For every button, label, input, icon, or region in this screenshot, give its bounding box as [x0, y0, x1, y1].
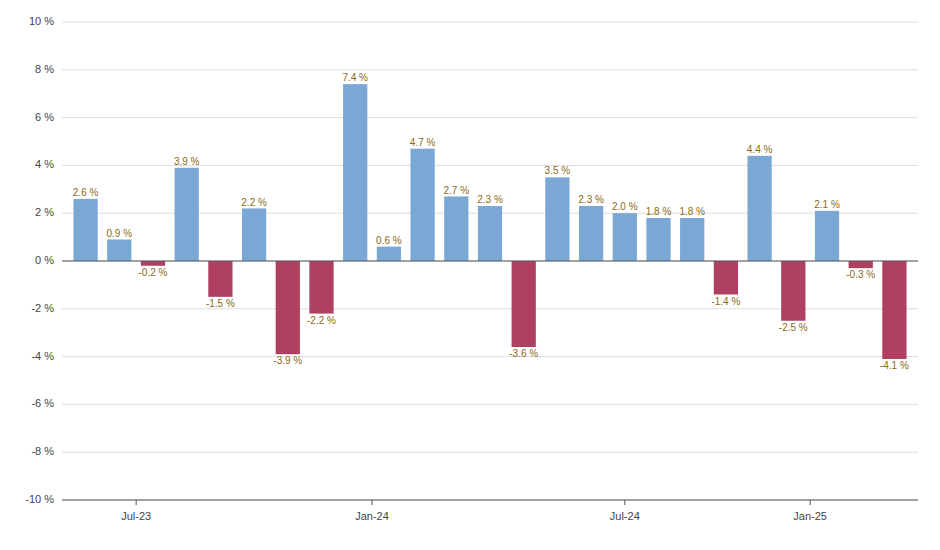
bar: [815, 211, 839, 261]
y-tick-label: 10 %: [29, 15, 54, 27]
grid-line: [62, 356, 918, 357]
bar: [545, 177, 569, 261]
data-label: 3.5 %: [545, 165, 571, 176]
bar: [478, 206, 502, 261]
x-tick-label: Jan-24: [355, 510, 389, 522]
bars: [73, 84, 906, 359]
x-axis-line: [62, 500, 918, 501]
chart-svg: -10 % -8 % -6 % -4 % -2 % 0 % 2 % 4 % 6 % 8 % 10 %…: [0, 0, 940, 550]
data-label: -3.9 %: [273, 355, 302, 366]
bar: [107, 239, 131, 261]
grid-line: [62, 69, 918, 70]
y-tick-label: -2 %: [31, 302, 54, 314]
y-axis: -10 % -8 % -6 % -4 % -2 % 0 % 2 % 4 % 6 % 8 % 10 %: [25, 15, 54, 505]
y-tick-label: -10 %: [25, 493, 54, 505]
data-label: -1.5 %: [206, 298, 235, 309]
y-tick-label: 6 %: [35, 111, 54, 123]
data-label: -2.2 %: [307, 315, 336, 326]
bar: [276, 261, 300, 354]
chart-container: -10 % -8 % -6 % -4 % -2 % 0 % 2 % 4 % 6 % 8 % 10 %…: [0, 0, 940, 550]
data-label: -0.2 %: [139, 267, 168, 278]
bar: [343, 84, 367, 261]
grid-line: [62, 500, 918, 501]
x-tick: [372, 500, 373, 505]
y-tick-label: -4 %: [31, 350, 54, 362]
x-axis: Jul-23 Jan-24 Jul-24 Jan-25: [62, 500, 918, 522]
bar: [309, 261, 333, 314]
data-label: 0.6 %: [376, 235, 402, 246]
data-label: 4.7 %: [410, 137, 436, 148]
data-label: -4.1 %: [880, 360, 909, 371]
bar: [444, 196, 468, 261]
data-label: -2.5 %: [779, 322, 808, 333]
data-label: 7.4 %: [342, 72, 368, 83]
x-tick-label: Jul-23: [121, 510, 151, 522]
grid-line: [62, 22, 918, 23]
data-label: 2.0 %: [612, 201, 638, 212]
x-tick: [810, 500, 811, 505]
data-label: 2.1 %: [814, 199, 840, 210]
data-label: 1.8 %: [679, 206, 705, 217]
grid-line: [62, 404, 918, 405]
grid-line: [62, 117, 918, 118]
data-label: 2.3 %: [578, 194, 604, 205]
bar: [141, 261, 165, 266]
data-label: 2.3 %: [477, 194, 503, 205]
bar: [512, 261, 536, 347]
bar: [73, 199, 97, 261]
bar: [747, 156, 771, 261]
bar: [208, 261, 232, 297]
grid: [62, 22, 918, 500]
data-label: 1.8 %: [646, 206, 672, 217]
data-label: 3.9 %: [174, 156, 200, 167]
x-tick-label: Jul-24: [610, 510, 640, 522]
grid-line: [62, 261, 918, 262]
zero-line: [62, 261, 918, 262]
x-tick-label: Jan-25: [793, 510, 827, 522]
data-label: 0.9 %: [107, 228, 133, 239]
data-labels: 2.6 % 0.9 % -0.2 % 3.9 % -1.5 % 2.2 % -3.9 % -2…: [73, 72, 909, 371]
x-tick: [624, 500, 625, 505]
data-label: 2.2 %: [241, 197, 267, 208]
bar: [175, 168, 199, 261]
data-label: 4.4 %: [747, 144, 773, 155]
bar: [410, 149, 434, 261]
data-label: 2.7 %: [444, 185, 470, 196]
grid-line: [62, 452, 918, 453]
bar: [646, 218, 670, 261]
x-tick: [136, 500, 137, 505]
y-tick-label: 8 %: [35, 63, 54, 75]
data-label: -1.4 %: [711, 296, 740, 307]
bar: [613, 213, 637, 261]
bar: [680, 218, 704, 261]
data-label: 2.6 %: [73, 187, 99, 198]
bar: [579, 206, 603, 261]
bar: [242, 208, 266, 261]
bar: [849, 261, 873, 268]
bar: [714, 261, 738, 294]
bar: [377, 247, 401, 261]
bar: [781, 261, 805, 321]
bar: [882, 261, 906, 359]
y-tick-label: -8 %: [31, 445, 54, 457]
y-tick-label: 4 %: [35, 158, 54, 170]
data-label: -0.3 %: [846, 269, 875, 280]
y-tick-label: 2 %: [35, 206, 54, 218]
data-label: -3.6 %: [509, 348, 538, 359]
y-tick-label: 0 %: [35, 254, 54, 266]
y-tick-label: -6 %: [31, 397, 54, 409]
